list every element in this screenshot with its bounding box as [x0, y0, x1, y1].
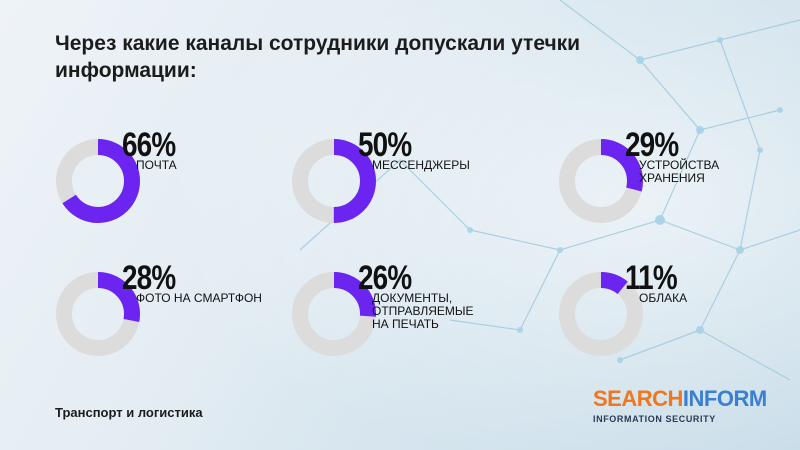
donut-card: 29% УСТРОЙСТВА ХРАНЕНИЯ: [555, 126, 785, 230]
searchinform-logo: SEARCHINFORM INFORMATION SECURITY: [593, 387, 773, 425]
category-label: МЕССЕНДЖЕРЫ: [372, 158, 470, 172]
donut-slice: [292, 272, 376, 356]
donut-card: 26% ДОКУМЕНТЫ, ОТПРАВЛЯЕМЫЕ НА ПЕЧАТЬ: [288, 259, 518, 363]
percent-label: 11%: [625, 259, 678, 297]
logo-wordmark: SEARCHINFORM: [593, 387, 773, 411]
logo-tagline: INFORMATION SECURITY: [593, 414, 716, 424]
donut-card: 11% ОБЛАКА: [555, 259, 785, 363]
donut-chart: [292, 272, 376, 356]
donut-slice: [56, 139, 140, 223]
logo-part-inform: INFORM: [682, 386, 767, 411]
donut-chart: [559, 139, 643, 223]
donut-slice: [56, 272, 140, 356]
donut-slice: [292, 139, 376, 223]
donut-slice: [559, 139, 643, 223]
chart-title: Через какие каналы сотрудники допускали …: [55, 32, 581, 82]
percent-label: 50%: [358, 126, 412, 164]
donut-chart: [292, 139, 376, 223]
donut-chart: [559, 272, 643, 356]
logo-part-search: SEARCH: [593, 386, 683, 411]
donut-card: 50% МЕССЕНДЖЕРЫ: [288, 126, 518, 230]
percent-label: 29%: [625, 126, 679, 164]
percent-label: 66%: [122, 126, 176, 164]
footer-caption: Транспорт и логистика: [55, 405, 203, 420]
category-label: ДОКУМЕНТЫ, ОТПРАВЛЯЕМЫЕ НА ПЕЧАТЬ: [372, 291, 474, 331]
category-label: ОБЛАКА: [639, 291, 688, 305]
donut-card: 28% ФОТО НА СМАРТФОН: [52, 259, 282, 363]
percent-label: 28%: [122, 259, 176, 297]
category-label: ФОТО НА СМАРТФОН: [136, 291, 262, 305]
donut-slice: [559, 272, 643, 356]
percent-label: 26%: [358, 259, 412, 297]
category-label: УСТРОЙСТВА ХРАНЕНИЯ: [639, 158, 720, 185]
donut-card: 66% ПОЧТА: [52, 126, 282, 230]
donut-chart: [56, 272, 140, 356]
category-label: ПОЧТА: [136, 158, 177, 172]
donut-chart: [56, 139, 140, 223]
